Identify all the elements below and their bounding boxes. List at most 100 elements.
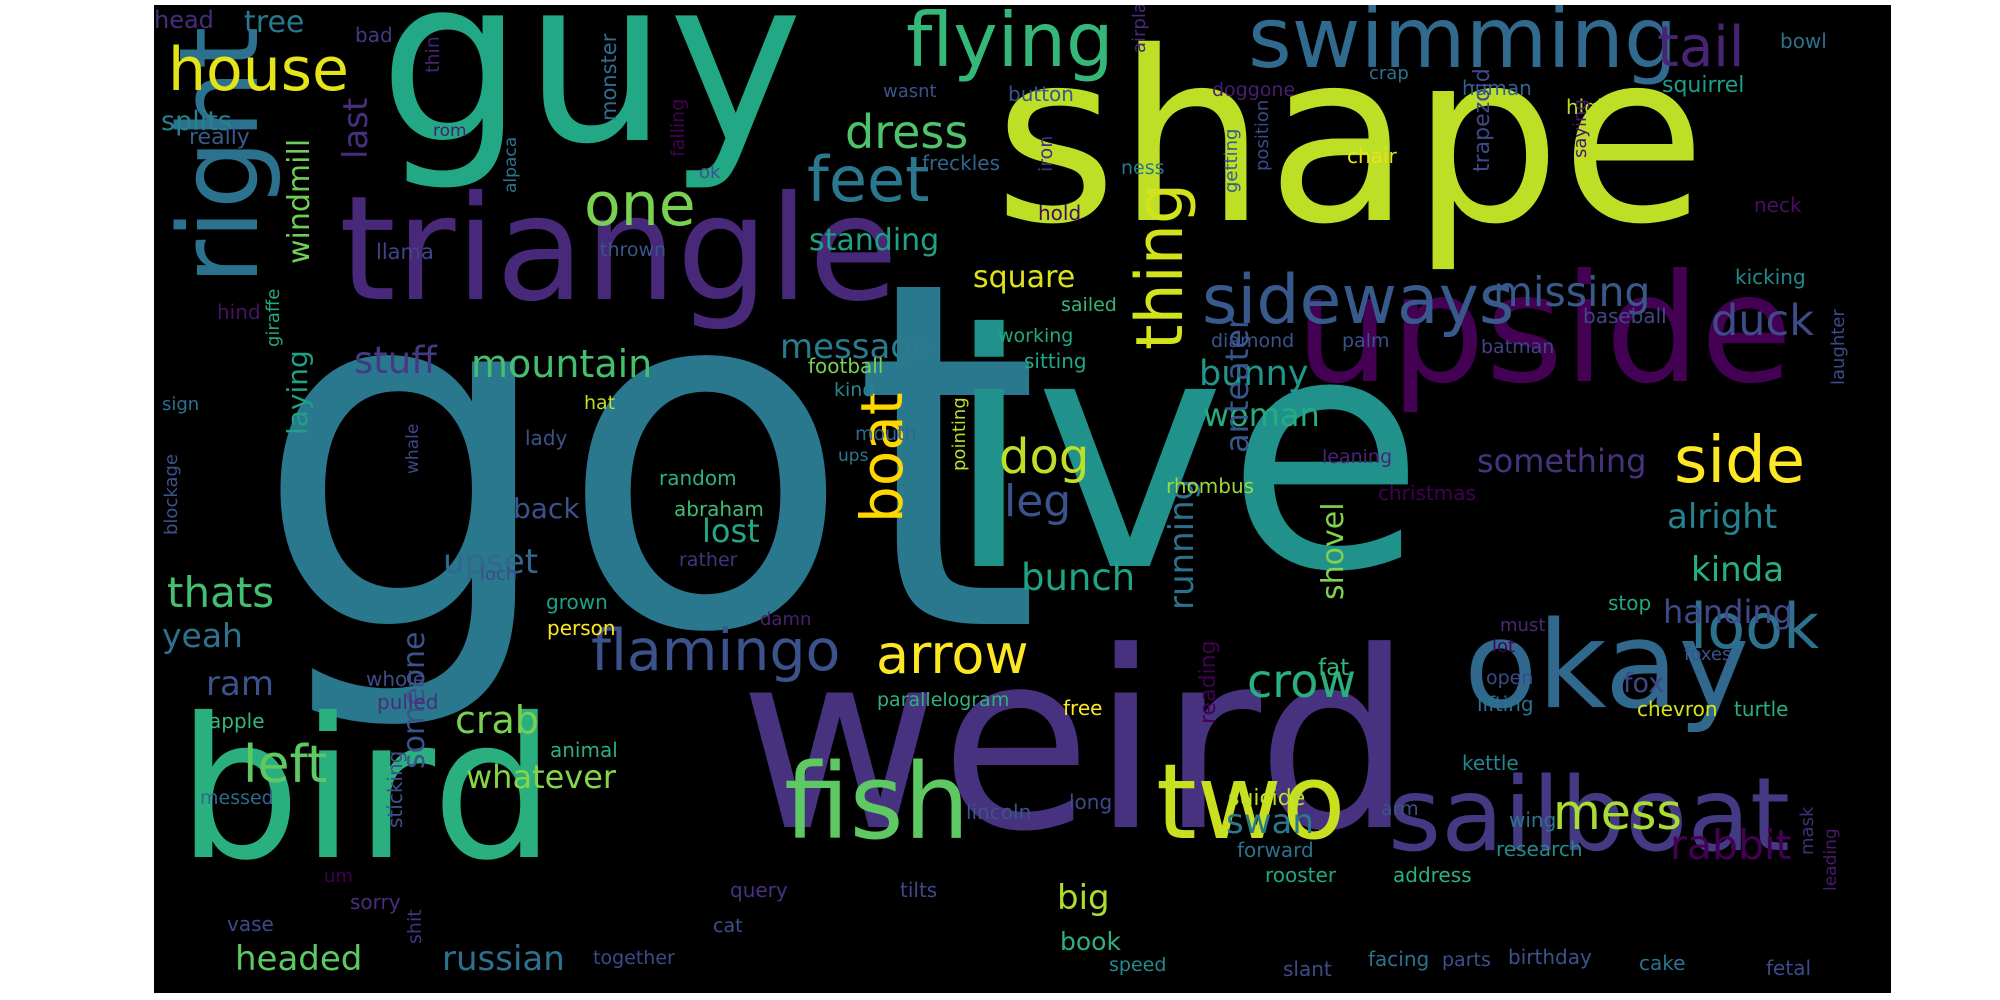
word-lost: lost [702,512,760,550]
word-mask: mask [1797,806,1818,855]
word-apple: apple [209,709,265,733]
word-random: random [659,466,737,490]
word-side: side [1674,424,1806,498]
word-bunch: bunch [1021,556,1136,599]
word-blockage: blockage [161,454,182,535]
word-got: got [254,179,1041,738]
word-sign: sign [162,394,200,415]
word-pulled: pulled [377,690,439,714]
word-thing: thing [1123,182,1198,350]
word-ness: ness [1121,157,1165,179]
word-foxes: foxes [1684,644,1732,665]
word-lot: lot [1492,636,1516,657]
word-ive: ive [944,266,1426,643]
word-arrow: arrow [876,623,1029,686]
word-christmas: christmas [1378,481,1476,505]
word-suicide: suicide [1228,786,1306,811]
word-query: query [730,878,788,902]
word-back: back [513,492,580,525]
word-leg: leg [1004,476,1072,527]
word-kinda: kinda [1691,550,1785,590]
word-fat: fat [1318,655,1350,681]
word-research: research [1496,837,1583,861]
word-alright: alright [1667,497,1778,537]
word-crab: crab [455,698,539,742]
word-long: long [1069,790,1113,814]
word-hat: hat [584,392,616,414]
word-damn: damn [760,609,812,630]
word-lincoln: lincoln [966,800,1032,824]
word-llama: llama [376,240,434,264]
word-freckles: freckles [922,151,1000,175]
word-getting: getting [1221,128,1242,193]
word-button: button [1008,82,1074,106]
word-big: big [1057,878,1110,918]
word-chevron: chevron [1637,697,1718,721]
word-loch: loch [480,564,518,585]
word-fetal: fetal [1766,956,1811,980]
word-dress: dress [845,105,969,159]
word-triangle: triangle [339,165,899,334]
word-doggone: doggone [1212,79,1296,101]
word-rom: rom [433,121,467,141]
word-free: free [1063,696,1103,720]
word-flying: flying [906,5,1114,84]
word-laying: laying [281,350,314,435]
word-weird: weird [739,600,1413,886]
word-iron: iron [1035,135,1057,172]
word-airplane: airplane [1129,5,1150,53]
word-cake: cake [1639,951,1686,975]
word-animal: animal [550,738,618,762]
word-rather: rather [679,549,738,571]
word-wing: wing [1509,808,1557,832]
word-lifting: lifting [1477,692,1534,716]
word-fish: fish [784,741,970,863]
word-upside: upside [1295,243,1793,417]
word-squirrel: squirrel [1662,73,1745,98]
word-swimming: swimming [1248,5,1678,87]
word-human: human [1462,76,1532,100]
word-lady: lady [525,426,568,450]
word-crow: crow [1247,654,1356,708]
word-diamond: diamond [1211,330,1295,352]
word-baseball: baseball [1583,304,1667,328]
word-slant: slant [1283,957,1332,981]
word-woman: woman [1203,396,1320,434]
word-cloud: got ive shape weird guy bird upside triangle oka… [154,5,1891,993]
word-something: something [1477,442,1647,480]
word-swan: swan [1226,802,1314,842]
word-arm: arm [1381,798,1419,820]
word-abraham: abraham [674,497,764,521]
word-book: book [1060,927,1121,956]
word-whale: whale [403,423,423,474]
word-mountain: mountain [471,342,653,386]
word-kind: kind [834,379,875,401]
word-tree: tree [244,5,305,40]
word-high: high [1566,95,1610,119]
word-duck: duck [1711,296,1815,346]
word-two: two [1156,741,1346,863]
word-parallelogram: parallelogram [877,689,1010,711]
word-look: look [1690,590,1819,663]
word-batman: batman [1481,336,1555,358]
word-bad: bad [355,23,393,47]
word-feet: feet [807,143,930,216]
word-um: um [324,866,353,887]
word-thats: thats [167,568,275,617]
word-message: message [780,327,933,367]
word-open: open [1486,667,1534,689]
word-cat: cat [713,915,743,937]
word-forward: forward [1237,838,1314,862]
word-windmill: windmill [282,138,317,264]
word-giraffe: giraffe [263,288,284,347]
word-head: head [154,6,214,34]
word-rooster: rooster [1265,863,1337,887]
word-chair: chair [1347,144,1397,168]
word-sorry: sorry [350,890,401,914]
word-laughter: laughter [1828,309,1849,385]
word-monster: monster [597,33,621,121]
word-together: together [593,947,675,969]
word-yeah: yeah [162,616,243,655]
word-thrown: thrown [600,239,667,261]
word-bowl: bowl [1780,29,1827,53]
